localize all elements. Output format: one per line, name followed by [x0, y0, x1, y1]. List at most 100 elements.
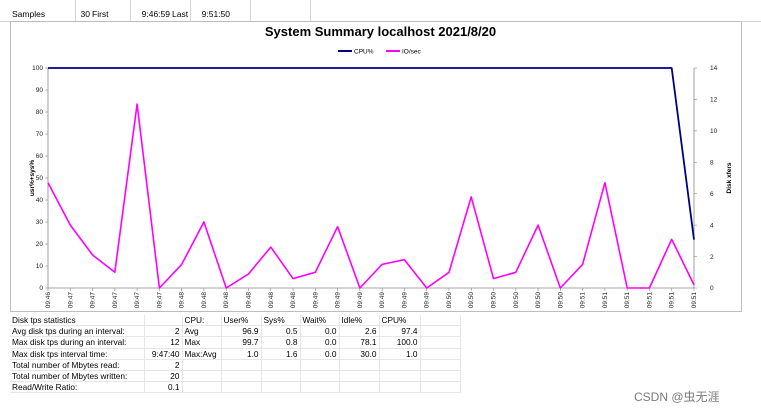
stats-cell: 0.0: [300, 325, 340, 338]
stats-cell: 1.0: [379, 348, 421, 360]
stats-cell: [379, 381, 421, 394]
stats-cell: Total number of Mbytes written:: [10, 370, 145, 383]
stats-cell: [261, 370, 301, 383]
x-tick-label: 09:49: [357, 292, 364, 309]
y2-tick-label: 12: [710, 97, 718, 104]
stats-cell: [420, 325, 461, 338]
series-line-cpu: [48, 67, 695, 240]
y-tick-label: 60: [36, 153, 44, 160]
stats-cell: [182, 381, 222, 394]
stats-row: Read/Write Ratio: 0.1: [10, 381, 461, 394]
stats-row: Total number of Mbytes written: 20: [10, 370, 461, 383]
x-tick-label: 09:47: [112, 292, 119, 309]
y-tick-label: 20: [36, 241, 44, 248]
stats-cell: [339, 381, 380, 394]
y2-tick-label: 4: [710, 222, 714, 229]
stats-cell: Max:Avg: [182, 348, 222, 360]
stats-cell: Avg disk tps during an interval:: [10, 325, 145, 338]
x-tick-label: 09:46: [45, 292, 52, 309]
stats-cell: [420, 348, 461, 360]
x-tick-label: 09:51: [646, 292, 653, 309]
stats-cell: [221, 359, 262, 371]
stats-cell: [221, 370, 262, 383]
stats-cell: 0.0: [300, 336, 340, 349]
stats-cell: 0.0: [300, 348, 340, 360]
y-tick-label: 70: [36, 131, 44, 138]
stats-cell: 2: [144, 359, 183, 371]
legend-label: CPU%: [354, 48, 374, 55]
y-tick-label: 0: [39, 285, 43, 292]
y2-tick-label: 0: [710, 285, 714, 292]
first-label: First: [92, 9, 109, 19]
y2-tick-label: 14: [710, 65, 718, 72]
y-axis-title: usr%+sys%: [29, 160, 36, 197]
stats-cell: [261, 381, 301, 394]
y2-axis-title: Disk xfers: [726, 162, 733, 193]
stats-cell: [300, 359, 340, 371]
stats-cell: 78.1: [339, 336, 380, 349]
x-tick-label: 09:49: [335, 292, 342, 309]
stats-cell: [144, 315, 183, 327]
stats-cell: [261, 359, 301, 371]
stats-cell: [221, 381, 262, 394]
stats-cell: [420, 370, 461, 383]
stats-cell: [182, 370, 222, 383]
stats-cell: 2: [144, 325, 183, 338]
stats-cell: 9:47:40: [144, 348, 183, 360]
x-tick-label: 09:49: [401, 292, 408, 309]
y-tick-label: 10: [36, 263, 44, 270]
stats-cell: 1.0: [221, 348, 262, 360]
stats-cell: [420, 359, 461, 371]
y-tick-label: 30: [36, 219, 44, 226]
x-tick-label: 09:48: [290, 292, 297, 309]
y2-tick-label: 2: [710, 254, 714, 261]
stats-cell: 2.6: [339, 325, 380, 338]
stats-cell: [339, 370, 380, 383]
x-tick-label: 09:48: [245, 292, 252, 309]
x-tick-label: 09:47: [67, 292, 74, 309]
stats-cell: [420, 315, 461, 327]
y-tick-label: 50: [36, 175, 44, 182]
stats-cell: 0.1: [144, 381, 183, 394]
stats-cell: [420, 381, 461, 394]
last-value: 9:51:50: [201, 9, 230, 19]
stats-cell: 0.5: [261, 325, 301, 338]
stats-cell: [300, 381, 340, 394]
x-tick-label: 09:48: [179, 292, 186, 309]
y2-tick-label: 6: [710, 191, 714, 198]
x-tick-label: 09:47: [134, 292, 141, 309]
stats-cell: [300, 370, 340, 383]
x-tick-label: 09:47: [90, 292, 97, 309]
cell-divider: [190, 0, 191, 21]
x-tick-label: 09:50: [535, 292, 542, 309]
samples-label: Samples: [12, 9, 46, 19]
x-tick-label: 09:48: [223, 292, 230, 309]
stats-cell: CPU:: [182, 315, 222, 327]
stats-cell: Total number of Mbytes read:: [10, 359, 145, 371]
stats-cell: CPU%: [379, 315, 421, 327]
cell-divider: [310, 0, 311, 21]
stats-cell: [182, 359, 222, 371]
y2-tick-label: 10: [710, 128, 718, 135]
stats-row: Total number of Mbytes read: 2: [10, 359, 461, 371]
x-tick-label: 09:49: [312, 292, 319, 309]
stats-cell: 99.7: [221, 336, 262, 349]
stats-cell: Wait%: [300, 315, 340, 327]
stats-row: Max disk tps during an interval: 12 Max 99.…: [10, 336, 461, 349]
stats-cell: 20: [144, 370, 183, 383]
stats-cell: [379, 370, 421, 383]
x-tick-label: 09:50: [557, 292, 564, 309]
x-tick-label: 09:48: [268, 292, 275, 309]
series-line-io: [47, 103, 695, 289]
x-tick-label: 09:50: [513, 292, 520, 309]
cell-divider: [130, 0, 131, 21]
stats-row: Disk tps statistics CPU: User% Sys% Wait% Idl…: [10, 315, 461, 327]
y-tick-label: 80: [36, 109, 44, 116]
x-tick-label: 09:50: [446, 292, 453, 309]
x-tick-label: 09:51: [602, 292, 609, 309]
samples-value: 30: [80, 9, 90, 19]
x-tick-label: 09:50: [491, 292, 498, 309]
stats-cell: 96.9: [221, 325, 262, 338]
stats-cell: 97.4: [379, 325, 421, 338]
stats-cell: [420, 336, 461, 349]
